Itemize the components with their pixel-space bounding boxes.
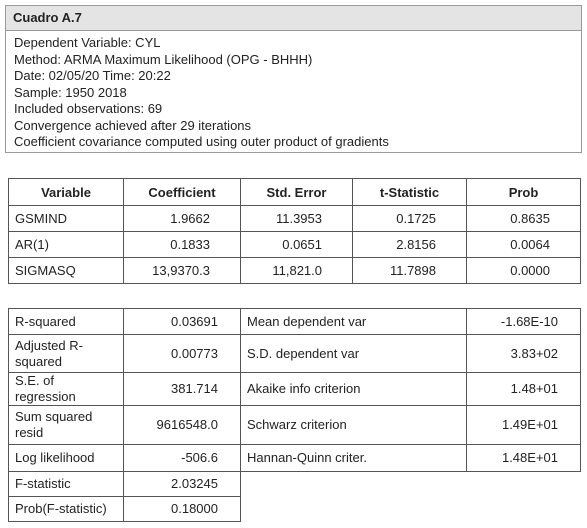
column-header: t-Statistic <box>352 178 467 206</box>
column-header: Prob <box>466 178 581 206</box>
info-line: Convergence achieved after 29 iterations <box>14 117 252 133</box>
info-line: Included observations: 69 <box>14 101 163 116</box>
cell-value: 0.03691 <box>123 308 241 335</box>
row-label: GSMIND <box>8 205 124 232</box>
cell-value: 11.7898 <box>352 257 467 284</box>
info-line: Sample: 1950 2018 <box>14 84 127 100</box>
table-row: AR(1) 0.1833 0.0651 2.8156 0.0064 <box>8 231 581 258</box>
cell-value: 0.0064 <box>466 231 581 258</box>
header: Cuadro A.7 <box>5 5 582 31</box>
info-line: Coefficient covariance computed using ou… <box>14 134 389 149</box>
row-label: Log likelihood <box>8 444 124 472</box>
cell-value: -506.6 <box>123 444 241 472</box>
table-row: Prob(F-statistic) 0.18000 <box>8 496 581 522</box>
column-header: Coefficient <box>123 178 241 206</box>
table-header: Variable Coefficient Std. Error t-Statistic… <box>8 178 581 206</box>
info-line: Date: 02/05/20 Time: 20:22 <box>14 68 171 83</box>
row-label: S.E. of regression <box>8 372 124 406</box>
table-row: Log likelihood -506.6 Hannan-Quinn criter.… <box>8 444 581 472</box>
row-label: R-squared <box>8 308 124 335</box>
row-label: SIGMASQ <box>8 257 124 284</box>
cell-value: 3.83+02 <box>466 334 581 373</box>
row-label: Prob(F-statistic) <box>8 496 124 522</box>
cell-value: 0.1833 <box>123 231 241 258</box>
row-label: S.D. dependent var <box>240 334 467 373</box>
table-row: S.E. of regression 381.714 Akaike info cri… <box>8 372 581 406</box>
cell-value: 0.0000 <box>466 257 581 284</box>
column-header: Std. Error <box>240 178 353 206</box>
row-label: AR(1) <box>8 231 124 258</box>
cell-value: 2.8156 <box>352 231 467 258</box>
cell-value: 11,821.0 <box>240 257 353 284</box>
table-row: Sum squared resid 9616548.0 Schwarz criter… <box>8 405 581 445</box>
cell-value: 11.3953 <box>240 205 353 232</box>
cell-value: 1.48E+01 <box>466 444 581 472</box>
info-line: Method: ARMA Maximum Likelihood (OPG - B… <box>14 51 313 67</box>
cell-value: 0.18000 <box>123 496 241 522</box>
row-label: Sum squared resid <box>8 405 124 445</box>
cell-value: 1.48+01 <box>466 372 581 406</box>
row-label: Mean dependent var <box>240 308 467 335</box>
cell-value: 0.00773 <box>123 334 241 373</box>
cell-value: 0.8635 <box>466 205 581 232</box>
column-header: Variable <box>8 178 124 206</box>
cell-value: -1.68E-10 <box>466 308 581 335</box>
cell-value: 2.03245 <box>123 471 241 497</box>
empty-cell <box>240 496 581 522</box>
empty-cell <box>240 471 581 497</box>
cell-value: 381.714 <box>123 372 241 406</box>
cell-value: 0.0651 <box>240 231 353 258</box>
table-row: Adjusted R-squared 0.00773 S.D. dependent … <box>8 334 581 373</box>
cell-value: 0.1725 <box>352 205 467 232</box>
table-row: GSMIND 1.9662 11.3953 0.1725 0.8635 <box>8 205 581 232</box>
statistics-table: R-squared 0.03691 Mean dependent var -1.68E… <box>8 308 581 522</box>
row-label: Schwarz criterion <box>240 405 467 445</box>
coefficient-table: Variable Coefficient Std. Error t-Statistic… <box>8 178 581 284</box>
table-row: SIGMASQ 13,9370.3 11,821.0 11.7898 0.0000 <box>8 257 581 284</box>
cell-value: 1.9662 <box>123 205 241 232</box>
row-label: Adjusted R-squared <box>8 334 124 373</box>
cell-value: 9616548.0 <box>123 405 241 445</box>
cell-value: 13,9370.3 <box>123 257 241 284</box>
header-title: Cuadro A.7 <box>13 10 82 25</box>
row-label: Hannan-Quinn criter. <box>240 444 467 472</box>
info-line: Dependent Variable: CYL <box>14 35 161 50</box>
table-row: F-statistic 2.03245 <box>8 471 581 497</box>
info-box: Dependent Variable: CYL Method: ARMA Maxi… <box>5 30 582 153</box>
table-row: R-squared 0.03691 Mean dependent var -1.68E… <box>8 308 581 335</box>
row-label: F-statistic <box>8 471 124 497</box>
row-label: Akaike info criterion <box>240 372 467 406</box>
cell-value: 1.49E+01 <box>466 405 581 445</box>
